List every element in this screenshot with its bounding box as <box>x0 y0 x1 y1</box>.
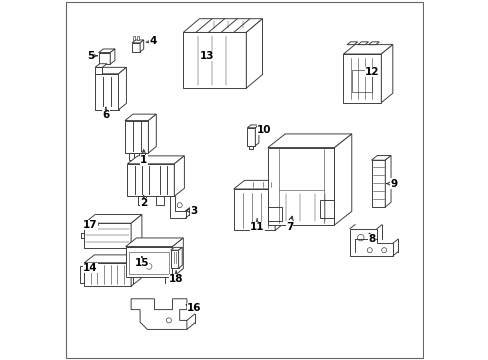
Text: 4: 4 <box>146 36 156 46</box>
Text: 5: 5 <box>86 51 97 61</box>
Text: 9: 9 <box>386 179 397 189</box>
Polygon shape <box>247 128 255 146</box>
Polygon shape <box>249 146 253 149</box>
Polygon shape <box>137 36 139 40</box>
Polygon shape <box>334 134 351 225</box>
Text: 17: 17 <box>83 220 98 230</box>
Polygon shape <box>174 156 184 196</box>
Text: 3: 3 <box>186 206 197 216</box>
Text: 13: 13 <box>199 51 214 61</box>
Polygon shape <box>84 255 141 263</box>
Polygon shape <box>170 250 178 268</box>
Polygon shape <box>381 45 392 103</box>
Polygon shape <box>110 49 115 64</box>
Polygon shape <box>352 70 371 92</box>
Polygon shape <box>129 252 168 274</box>
Polygon shape <box>343 45 392 54</box>
Polygon shape <box>267 148 334 225</box>
Text: 15: 15 <box>134 257 149 268</box>
Polygon shape <box>95 74 118 110</box>
Text: 8: 8 <box>368 233 375 244</box>
Polygon shape <box>99 49 115 53</box>
Polygon shape <box>125 121 148 153</box>
Text: 2: 2 <box>140 195 147 208</box>
Polygon shape <box>140 40 143 52</box>
Polygon shape <box>131 255 141 286</box>
Polygon shape <box>131 299 186 329</box>
Polygon shape <box>183 32 246 88</box>
Polygon shape <box>138 196 145 205</box>
Polygon shape <box>127 164 174 196</box>
Polygon shape <box>246 19 262 88</box>
Polygon shape <box>172 238 183 277</box>
Polygon shape <box>267 207 282 221</box>
Polygon shape <box>125 247 172 277</box>
Polygon shape <box>156 196 163 205</box>
Polygon shape <box>357 42 368 45</box>
Polygon shape <box>95 64 107 67</box>
Text: 18: 18 <box>168 271 183 284</box>
Text: 14: 14 <box>83 263 98 273</box>
Polygon shape <box>183 19 262 32</box>
Polygon shape <box>169 196 185 218</box>
Polygon shape <box>127 156 184 164</box>
Polygon shape <box>125 114 156 121</box>
Polygon shape <box>80 266 84 283</box>
Polygon shape <box>343 54 381 103</box>
Polygon shape <box>95 67 126 74</box>
Polygon shape <box>371 160 385 207</box>
Polygon shape <box>139 153 144 160</box>
Polygon shape <box>275 180 285 230</box>
Polygon shape <box>267 134 351 148</box>
Polygon shape <box>131 215 142 248</box>
Polygon shape <box>133 36 135 40</box>
Text: 10: 10 <box>257 125 271 135</box>
Polygon shape <box>99 53 110 64</box>
Polygon shape <box>148 114 156 153</box>
Text: 16: 16 <box>186 303 201 313</box>
Polygon shape <box>95 67 102 74</box>
Polygon shape <box>170 247 182 250</box>
Polygon shape <box>233 180 285 189</box>
Polygon shape <box>385 156 390 207</box>
Polygon shape <box>118 67 126 110</box>
Polygon shape <box>371 156 390 160</box>
Polygon shape <box>320 200 334 218</box>
Polygon shape <box>255 125 258 146</box>
Polygon shape <box>346 42 357 45</box>
Text: 6: 6 <box>102 107 109 120</box>
Polygon shape <box>368 42 379 45</box>
Polygon shape <box>132 40 143 43</box>
Polygon shape <box>233 189 275 230</box>
Polygon shape <box>132 43 140 52</box>
Polygon shape <box>178 247 182 268</box>
Text: 12: 12 <box>365 67 379 77</box>
Text: 1: 1 <box>140 150 147 165</box>
Polygon shape <box>349 229 392 256</box>
Polygon shape <box>84 215 142 223</box>
Polygon shape <box>125 238 183 247</box>
Polygon shape <box>247 125 258 128</box>
Text: 11: 11 <box>249 219 264 232</box>
Text: 7: 7 <box>285 216 293 232</box>
Polygon shape <box>84 263 131 286</box>
Polygon shape <box>84 223 131 248</box>
Polygon shape <box>128 153 134 160</box>
